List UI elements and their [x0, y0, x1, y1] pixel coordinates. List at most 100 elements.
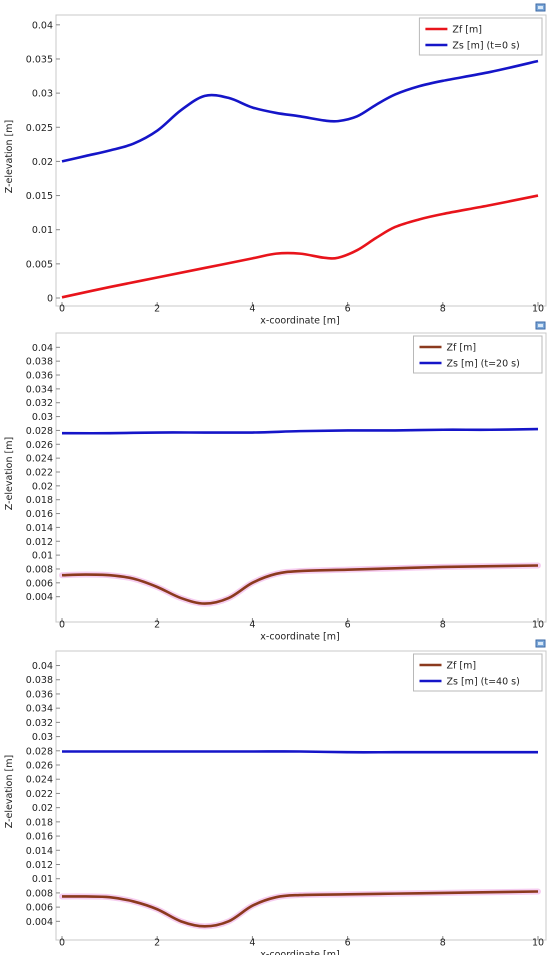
legend-item: Zf [m] [425, 25, 482, 36]
x-tick-label: 8 [440, 937, 446, 948]
y-tick-label: 0.026 [26, 440, 53, 451]
x-tick-label: 2 [154, 619, 160, 630]
x-axis-label: x-coordinate [m] [260, 949, 339, 955]
y-tick-label: 0.036 [26, 689, 53, 700]
y-tick-label: 0.008 [26, 564, 53, 575]
y-tick-label: 0.02 [32, 803, 53, 814]
chart-panel-2: 0.004 0.006 0.008 0.01 0.012 0.014 0.016 0.018 0… [4, 321, 547, 642]
y-tick-label: 0.018 [26, 495, 53, 506]
x-tick-label: 8 [440, 303, 446, 314]
y-tick-label: 0.024 [26, 775, 53, 786]
y-axis-label: Z-elevation [m] [4, 755, 15, 828]
legend-box [413, 653, 543, 692]
image-export-icon [535, 3, 546, 12]
series-line [62, 750, 539, 754]
x-tick-label: 0 [59, 619, 65, 630]
x-tick-label: 8 [440, 619, 446, 630]
x-tick-label: 4 [249, 619, 255, 630]
y-axis-ticks: 0.004 0.006 0.008 0.01 0.012 0.014 0.016 0.018 0… [26, 661, 60, 928]
legend-label: Zs [m] (t=40 s) [447, 677, 520, 688]
legend-label: Zf [m] [447, 661, 477, 672]
x-tick-label: 4 [249, 937, 255, 948]
y-tick-label: 0.014 [26, 523, 53, 534]
y-tick-label: 0.028 [26, 746, 53, 757]
x-tick-label: 6 [345, 619, 351, 630]
y-tick-label: 0.004 [26, 592, 53, 603]
series-line [61, 890, 539, 928]
legend-box [418, 17, 543, 56]
x-axis-ticks: 0 2 4 6 8 10 [59, 618, 544, 630]
series-line [61, 564, 539, 605]
legend-item: Zs [m] (t=0 s) [425, 41, 520, 52]
legend-label: Zs [m] (t=20 s) [447, 359, 520, 370]
y-tick-label: 0.03 [32, 732, 53, 743]
x-tick-label: 2 [154, 937, 160, 948]
y-tick-label: 0.01 [32, 225, 53, 236]
y-tick-label: 0 [47, 294, 53, 305]
x-axis-ticks: 0 2 4 6 8 10 [59, 302, 544, 314]
y-tick-label: 0.004 [26, 917, 53, 928]
y-tick-label: 0.006 [26, 578, 53, 589]
y-tick-label: 0.014 [26, 846, 53, 857]
y-tick-label: 0.038 [26, 357, 53, 368]
x-tick-label: 10 [532, 303, 544, 314]
legend: Zf [m] Zs [m] (t=20 s) [413, 335, 543, 374]
legend-label: Zf [m] [452, 25, 482, 36]
legend-label: Zs [m] (t=0 s) [452, 41, 519, 52]
series-line [61, 194, 539, 299]
y-tick-label: 0.02 [32, 157, 53, 168]
image-export-icon [535, 639, 546, 648]
series-zf [59, 562, 541, 607]
legend-item: Zs [m] (t=20 s) [419, 359, 520, 370]
y-tick-label: 0.016 [26, 832, 53, 843]
x-tick-label: 10 [532, 937, 544, 948]
y-tick-label: 0.012 [26, 860, 53, 871]
series-zf [59, 888, 541, 930]
x-axis-label: x-coordinate [m] [260, 631, 339, 642]
legend-box [413, 335, 543, 374]
x-tick-label: 4 [249, 303, 255, 314]
chart-panel-3: 0.004 0.006 0.008 0.01 0.012 0.014 0.016 0.018 0… [4, 639, 547, 955]
y-tick-label: 0.036 [26, 371, 53, 382]
y-tick-label: 0.006 [26, 903, 53, 914]
y-tick-label: 0.025 [26, 123, 53, 134]
y-tick-label: 0.01 [32, 551, 53, 562]
y-tick-label: 0.035 [26, 54, 53, 65]
y-tick-label: 0.008 [26, 888, 53, 899]
y-tick-label: 0.028 [26, 426, 53, 437]
y-tick-label: 0.02 [32, 481, 53, 492]
legend-item: Zf [m] [419, 661, 477, 672]
x-tick-label: 6 [345, 937, 351, 948]
y-tick-label: 0.016 [26, 509, 53, 520]
series-line [61, 59, 539, 163]
x-tick-label: 0 [59, 937, 65, 948]
y-tick-label: 0.015 [26, 191, 53, 202]
series-zs [61, 59, 539, 163]
y-tick-label: 0.04 [32, 661, 53, 672]
legend: Zf [m] Zs [m] (t=40 s) [413, 653, 543, 692]
image-export-icon [535, 321, 546, 330]
x-tick-label: 6 [345, 303, 351, 314]
y-tick-label: 0.022 [26, 467, 53, 478]
y-tick-label: 0.026 [26, 761, 53, 772]
y-axis-label: Z-elevation [m] [4, 120, 15, 193]
legend-label: Zf [m] [447, 343, 477, 354]
y-tick-label: 0.018 [26, 817, 53, 828]
legend-item: Zs [m] (t=40 s) [419, 677, 520, 688]
series-zf [61, 194, 539, 299]
series-zs [61, 427, 539, 435]
legend-item: Zf [m] [419, 343, 477, 354]
y-tick-label: 0.03 [32, 412, 53, 423]
y-axis-ticks: 0 0.005 0.01 0.015 0.02 0.025 0.03 0.035 0.04 [26, 20, 60, 305]
y-axis-label: Z-elevation [m] [4, 437, 15, 510]
y-tick-label: 0.024 [26, 454, 53, 465]
x-axis-label: x-coordinate [m] [260, 315, 339, 326]
x-tick-label: 2 [154, 303, 160, 314]
series-line [61, 427, 539, 435]
y-tick-label: 0.022 [26, 789, 53, 800]
series-zs [62, 750, 539, 754]
y-tick-label: 0.032 [26, 718, 53, 729]
y-tick-label: 0.04 [32, 20, 53, 31]
x-tick-label: 10 [532, 619, 544, 630]
